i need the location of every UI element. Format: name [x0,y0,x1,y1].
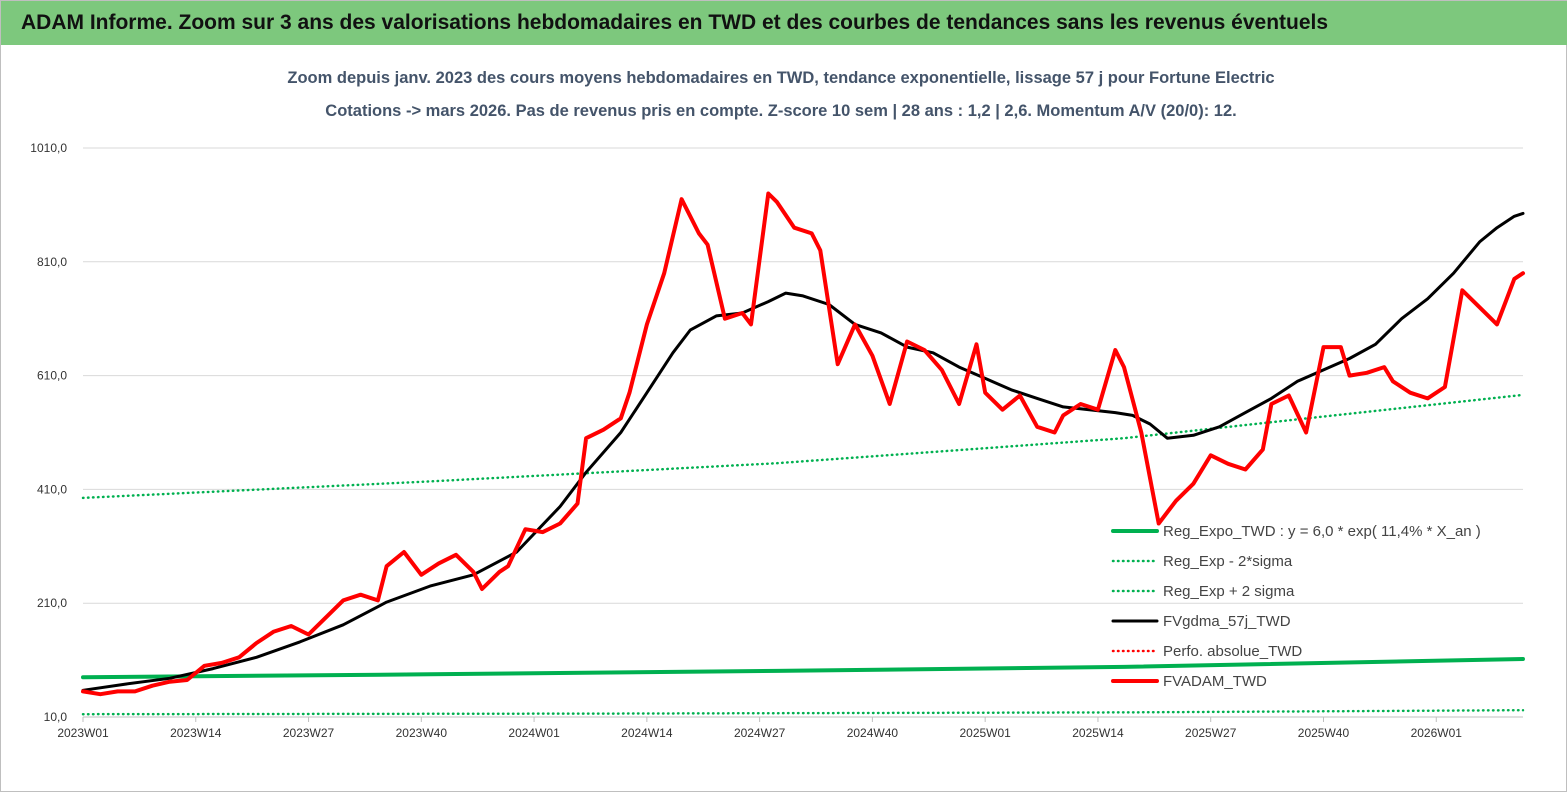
y-tick-label: 810,0 [37,255,67,269]
x-tick-label: 2025W14 [1072,726,1124,740]
x-tick-label: 2023W14 [170,726,222,740]
series-line-5 [81,191,1525,697]
legend-entry: Reg_Expo_TWD : y = 6,0 * exp( 11,4% * X_… [1163,523,1481,540]
x-tick-label: 2023W40 [396,726,448,740]
gridlines [83,147,1523,718]
x-tick-label: 2024W27 [734,726,786,740]
x-tick-label: 2025W40 [1298,726,1350,740]
legend-entry: FVgdma_57j_TWD [1163,613,1291,630]
series-line-2 [81,393,1525,500]
x-tick-label: 2026W01 [1411,726,1463,740]
series-line-0 [81,657,1525,680]
y-axis-ticks: 1010,0 810,0 610,0 410,0 210,0 10,0 [30,141,67,724]
chart-title-line2: Cotations -> mars 2026. Pas de revenus p… [325,102,1236,120]
y-tick-label: 1010,0 [30,141,67,155]
legend-entry: Reg_Exp - 2*sigma [1163,553,1293,570]
chart-title-line1: Zoom depuis janv. 2023 des cours moyens … [287,69,1274,87]
x-tick-label: 2024W14 [621,726,673,740]
legend-entry: Perfo. absolue_TWD [1163,643,1302,660]
x-axis-ticks: 2023W01 2023W14 2023W27 2023W40 2024W01 2024W… [57,717,1462,740]
x-tick-label: 2024W01 [508,726,560,740]
y-tick-label: 210,0 [37,596,67,610]
legend-entry: Reg_Exp + 2 sigma [1163,583,1295,600]
legend-entry: FVADAM_TWD [1163,673,1267,690]
x-tick-label: 2024W40 [847,726,899,740]
page-title: ADAM Informe. Zoom sur 3 ans des valoris… [1,1,1567,45]
x-tick-label: 2025W27 [1185,726,1237,740]
legend: Reg_Expo_TWD : y = 6,0 * exp( 11,4% * X_… [1111,523,1481,690]
y-tick-label: 410,0 [37,482,67,496]
series-lines [81,191,1525,716]
x-tick-label: 2023W27 [283,726,335,740]
chart: Zoom depuis janv. 2023 des cours moyens … [30,69,1525,740]
y-tick-label: 610,0 [37,369,67,383]
series-line-3 [81,211,1525,692]
x-tick-label: 2025W01 [959,726,1011,740]
y-tick-label: 10,0 [44,710,68,724]
x-tick-label: 2023W01 [57,726,109,740]
series-line-1 [81,708,1525,716]
